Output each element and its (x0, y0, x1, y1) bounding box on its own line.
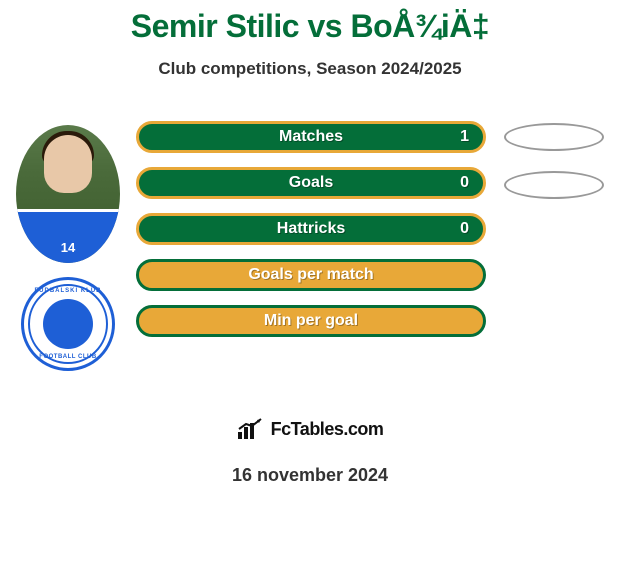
chart-icon (237, 418, 265, 440)
date-text: 16 november 2024 (0, 465, 620, 486)
left-column: 14 FUDBALSKI KLUB FOOTBALL CLUB (8, 121, 128, 371)
player-jersey: 14 (16, 209, 120, 263)
right-ellipse (504, 123, 604, 151)
stat-bar-goals: Goals 0 (136, 167, 486, 199)
brand-box: FcTables.com (201, 407, 419, 451)
stat-value: 0 (460, 174, 469, 192)
stat-bar-matches: Matches 1 (136, 121, 486, 153)
right-column (494, 121, 614, 371)
stat-bar-goals-per-match: Goals per match (136, 259, 486, 291)
stat-bar-min-per-goal: Min per goal (136, 305, 486, 337)
stat-label: Min per goal (264, 312, 358, 330)
page-title: Semir Stilic vs BoÅ¾iÄ‡ (0, 8, 620, 45)
club-badge-inner (43, 299, 93, 349)
subtitle: Club competitions, Season 2024/2025 (0, 59, 620, 79)
player-head (44, 135, 92, 193)
stat-label: Matches (279, 128, 343, 146)
stat-value: 1 (460, 128, 469, 146)
player-photo: 14 (16, 125, 120, 263)
main-content: 14 FUDBALSKI KLUB FOOTBALL CLUB Matches … (0, 121, 620, 371)
brand-text: FcTables.com (271, 419, 384, 440)
club-text-bottom: FOOTBALL CLUB (39, 354, 96, 360)
stat-label: Goals (289, 174, 333, 192)
comparison-container: Semir Stilic vs BoÅ¾iÄ‡ Club competition… (0, 0, 620, 486)
stat-bar-hattricks: Hattricks 0 (136, 213, 486, 245)
stat-value: 0 (460, 220, 469, 238)
bars-column: Matches 1 Goals 0 Hattricks 0 Goals per … (128, 121, 494, 371)
club-badge: FUDBALSKI KLUB FOOTBALL CLUB (21, 277, 115, 371)
stat-label: Goals per match (248, 266, 373, 284)
stat-label: Hattricks (277, 220, 345, 238)
club-text-top: FUDBALSKI KLUB (35, 288, 102, 294)
jersey-number: 14 (61, 240, 75, 255)
right-ellipse (504, 171, 604, 199)
